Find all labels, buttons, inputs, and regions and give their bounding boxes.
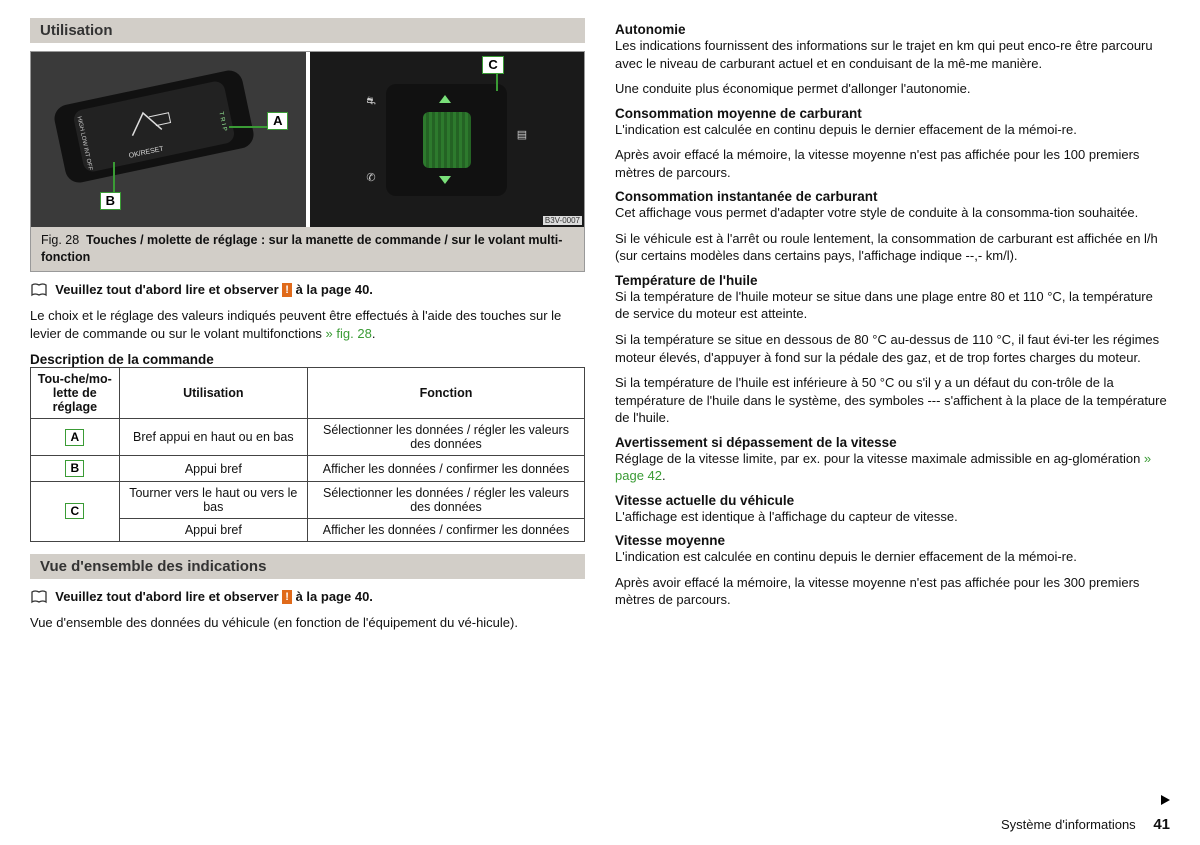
warn-icon: !: [282, 590, 292, 604]
table-row: B Appui bref Afficher les données / conf…: [31, 456, 585, 481]
head-conso-moy: Consommation moyenne de carburant: [615, 106, 1170, 121]
para: Après avoir effacé la mémoire, la vitess…: [615, 574, 1170, 609]
cell-use-c1: Tourner vers le haut ou vers le bas: [119, 481, 307, 518]
para-text: Réglage de la vitesse limite, par ex. po…: [615, 451, 1144, 466]
book-icon: [30, 283, 48, 297]
para: L'indication est calculée en continu dep…: [615, 121, 1170, 139]
table-header-func: Fonction: [307, 368, 584, 419]
wiper-stalk-shape: HIGH LOW INT OFF TRIP OK/RESET: [52, 68, 256, 185]
para: L'affichage est identique à l'affichage …: [615, 508, 1170, 526]
footer-section: Système d'informations: [1001, 817, 1136, 832]
table-header-use: Utilisation: [119, 368, 307, 419]
cell-use-a: Bref appui en haut ou en bas: [119, 419, 307, 456]
car-icon: ⛐: [366, 95, 376, 109]
fig-number: Fig. 28: [41, 233, 79, 247]
figure-left-image: HIGH LOW INT OFF TRIP OK/RESET A B: [31, 52, 306, 227]
wiper-icon: [123, 102, 178, 142]
scroll-wheel-icon: [423, 112, 471, 168]
figure-images: HIGH LOW INT OFF TRIP OK/RESET A B: [31, 52, 584, 227]
head-autonomie: Autonomie: [615, 22, 1170, 37]
para: Si la température se situe en dessous de…: [615, 331, 1170, 366]
callout-line-b: [113, 162, 115, 194]
page-columns: Utilisation HIGH LOW INT OFF TRIP OK/RES…: [30, 18, 1170, 642]
wheel-button-panel: ⛐ ✆ ▤: [386, 84, 507, 196]
menu-icon: ▤: [517, 128, 527, 141]
book-icon: [30, 590, 48, 604]
arrow-up-icon: [439, 95, 451, 103]
cell-func-c1: Sélectionner les données / régler les va…: [307, 481, 584, 518]
para: Les indications fournissent des informat…: [615, 37, 1170, 72]
read-first-page-2: à la page 40.: [296, 589, 373, 604]
head-vitesse-moyenne: Vitesse moyenne: [615, 533, 1170, 548]
head-avert-vitesse: Avertissement si dépassement de la vites…: [615, 435, 1170, 450]
head-temp-huile: Température de l'huile: [615, 273, 1170, 288]
right-column: Autonomie Les indications fournissent de…: [615, 18, 1170, 642]
overview-text: Vue d'ensemble des données du véhicule (…: [30, 614, 585, 632]
cell-func-c2: Afficher les données / confirmer les don…: [307, 518, 584, 541]
cell-use-c2: Appui bref: [119, 518, 307, 541]
stalk-face: HIGH LOW INT OFF TRIP OK/RESET: [73, 80, 236, 174]
cell-func-a: Sélectionner les données / régler les va…: [307, 419, 584, 456]
read-first-text-1: Veuillez tout d'abord lire et observer: [55, 282, 278, 297]
table-row: A Bref appui en haut ou en bas Sélection…: [31, 419, 585, 456]
para-with-ref: Réglage de la vitesse limite, par ex. po…: [615, 450, 1170, 485]
para: Cet affichage vous permet d'adapter votr…: [615, 204, 1170, 222]
para: L'indication est calculée en continu dep…: [615, 548, 1170, 566]
key-badge-b: B: [65, 460, 84, 476]
table-row: C Tourner vers le haut ou vers le bas Sé…: [31, 481, 585, 518]
left-column: Utilisation HIGH LOW INT OFF TRIP OK/RES…: [30, 18, 585, 642]
page-footer: Système d'informations 41: [1001, 816, 1170, 833]
head-conso-inst: Consommation instantanée de carburant: [615, 189, 1170, 204]
figure-28: HIGH LOW INT OFF TRIP OK/RESET A B: [30, 51, 585, 272]
para-tail: .: [662, 468, 666, 483]
intro-paragraph: Le choix et le réglage des valeurs indiq…: [30, 307, 585, 342]
page-number: 41: [1153, 816, 1170, 833]
figure-right-image: ⛐ ✆ ▤ C B3V-0007: [310, 52, 585, 227]
warn-icon: !: [282, 283, 292, 297]
read-first-text-2: Veuillez tout d'abord lire et observer: [55, 589, 278, 604]
para: Si la température de l'huile est inférie…: [615, 374, 1170, 427]
figure-caption: Fig. 28 Touches / molette de réglage : s…: [31, 227, 584, 271]
section-overview-header: Vue d'ensemble des indications: [30, 554, 585, 579]
table-header-key: Tou-che/mo-lette de réglage: [31, 368, 120, 419]
para: Après avoir effacé la mémoire, la vitess…: [615, 146, 1170, 181]
image-code: B3V-0007: [543, 216, 582, 225]
cell-func-b: Afficher les données / confirmer les don…: [307, 456, 584, 481]
read-first-1: Veuillez tout d'abord lire et observer !…: [30, 282, 585, 298]
arrow-down-icon: [439, 176, 451, 184]
table-header-row: Tou-che/mo-lette de réglage Utilisation …: [31, 368, 585, 419]
callout-b: B: [100, 192, 121, 210]
continue-arrow-icon: [1161, 795, 1170, 805]
fig-ref-link[interactable]: » fig. 28: [326, 326, 372, 341]
key-badge-a: A: [65, 429, 84, 445]
para: Si le véhicule est à l'arrêt ou roule le…: [615, 230, 1170, 265]
para: Si la température de l'huile moteur se s…: [615, 288, 1170, 323]
para: Une conduite plus économique permet d'al…: [615, 80, 1170, 98]
head-vitesse-actuelle: Vitesse actuelle du véhicule: [615, 493, 1170, 508]
key-badge-c: C: [65, 503, 84, 519]
callout-a: A: [267, 112, 288, 130]
callout-c: C: [482, 56, 503, 74]
intro-text: Le choix et le réglage des valeurs indiq…: [30, 308, 561, 341]
table-title: Description de la commande: [30, 352, 585, 367]
phone-icon: ✆: [366, 171, 375, 184]
section-utilisation-header: Utilisation: [30, 18, 585, 43]
read-first-2: Veuillez tout d'abord lire et observer !…: [30, 589, 585, 605]
fig-caption-text: Touches / molette de réglage : sur la ma…: [41, 233, 562, 264]
cell-use-b: Appui bref: [119, 456, 307, 481]
read-first-page-1: à la page 40.: [296, 282, 373, 297]
controls-table: Tou-che/mo-lette de réglage Utilisation …: [30, 367, 585, 541]
